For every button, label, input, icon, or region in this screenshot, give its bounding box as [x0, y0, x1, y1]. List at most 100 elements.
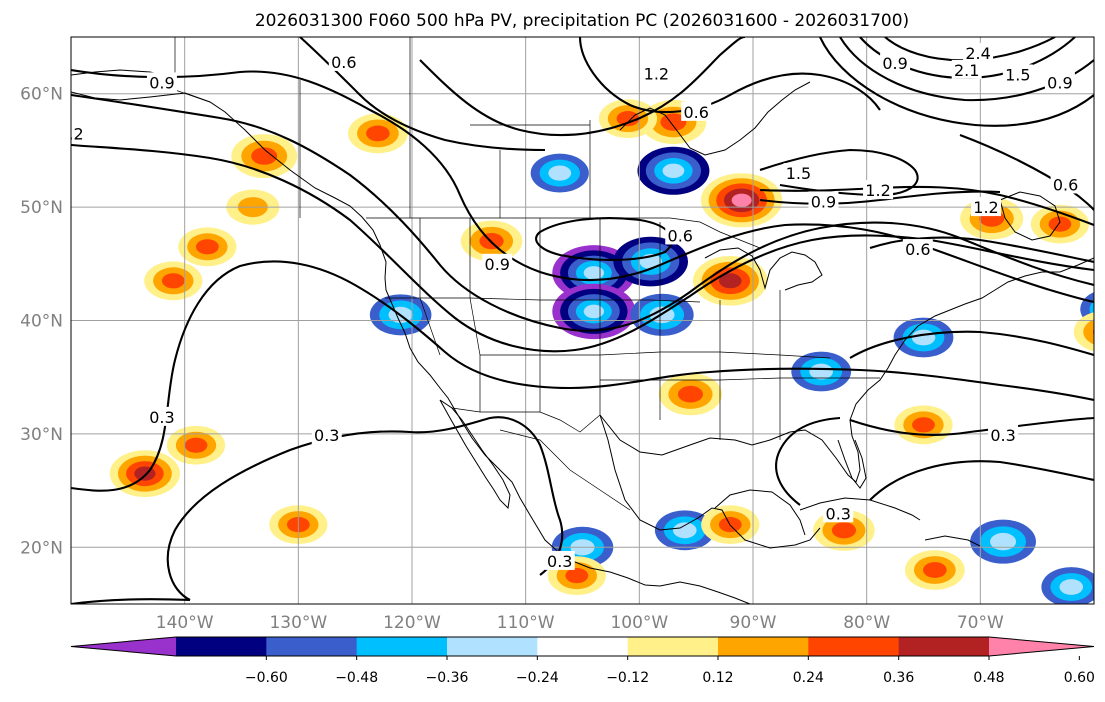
pc-cell — [731, 193, 752, 207]
pc-cell — [616, 111, 640, 127]
lon-tick-label: 110°W — [497, 613, 555, 633]
contour-label-bg — [482, 253, 513, 273]
pv-contour-0p9-ne — [819, 37, 1094, 127]
border-states-v1 — [469, 218, 481, 412]
coastline-hudson — [619, 81, 811, 156]
lat-tick-label: 30°N — [20, 425, 63, 445]
contour-label-bg — [1002, 64, 1033, 84]
contour-labels: 0.91.20.60.61.21.50.91.20.60.90.61.20.62… — [58, 42, 1081, 571]
pc-cell — [583, 266, 605, 280]
contour-label-bg — [783, 163, 814, 183]
border-mexico-states — [499, 429, 631, 511]
contour-label-bg — [328, 51, 359, 71]
colorbar-segment — [537, 637, 629, 656]
pc-cell — [911, 329, 936, 346]
coastline-greatlakes — [704, 247, 823, 291]
map-area: 0.91.20.60.61.21.50.91.20.60.90.61.20.62… — [58, 37, 1105, 604]
colorbar-tick-label: −0.48 — [335, 670, 378, 686]
lat-tick-label: 50°N — [20, 198, 63, 218]
contour-label-bg — [665, 225, 696, 245]
contour-label-bg — [951, 59, 982, 79]
pc-cell — [677, 385, 703, 403]
contour-label: 2.4 — [965, 44, 990, 63]
pc-cell — [1099, 301, 1105, 317]
contour-label: 0.3 — [314, 426, 339, 445]
pv-contours — [71, 37, 1094, 604]
contour-label: 0.3 — [826, 504, 851, 523]
colorbar-outline — [70, 636, 1095, 657]
pv-contour-1p5-lakes — [759, 148, 919, 197]
contour-label: 0.6 — [905, 240, 930, 259]
border-states-v7 — [419, 218, 441, 356]
contour-label: 2.1 — [954, 61, 979, 80]
colorbar-tick-label: 0.24 — [793, 670, 824, 686]
pc-cell — [673, 522, 697, 539]
contour-label: 0.3 — [990, 426, 1015, 445]
contour-label-bg — [1050, 174, 1081, 194]
contour-label: 0.6 — [668, 226, 693, 245]
pv-contour-gulf-ring — [849, 330, 1094, 359]
pc-cell — [1048, 216, 1072, 232]
colorbar-extend-low — [71, 637, 176, 656]
contour-label-bg — [71, 123, 86, 143]
contour-label: 0.6 — [1053, 175, 1078, 194]
contour-label-bg — [880, 53, 911, 73]
colorbar-segment — [898, 637, 990, 656]
pc-cell — [912, 417, 935, 433]
coastline-newfoundland — [999, 191, 1061, 241]
colorbar: −0.60 −0.48 −0.36 −0.24 −0.12 0.12 0.24 0.36 0.4… — [70, 636, 1095, 686]
lon-tick-label: 70°W — [957, 613, 1004, 633]
pc-cell — [184, 437, 208, 453]
contour-label: 1.2 — [58, 124, 83, 143]
lon-tick-label: 80°W — [843, 613, 890, 633]
contour-label-bg — [988, 425, 1019, 445]
contour-label-bg — [311, 425, 342, 445]
lat-tick-label: 20°N — [20, 538, 63, 558]
colorbar-segment — [266, 637, 358, 656]
lon-tick-label: 100°W — [610, 613, 668, 633]
contour-label: 1.2 — [865, 181, 890, 200]
contour-label: 0.3 — [149, 408, 174, 427]
pc-cell — [1083, 319, 1094, 345]
colorbar-tick-label: 0.12 — [702, 670, 733, 686]
latitude-ticks: 60°N 50°N 40°N 30°N 20°N — [20, 85, 63, 559]
longitude-ticks: 140°W 130°W 120°W 110°W 100°W 90°W 80°W 70°W — [156, 613, 1004, 633]
pc-cell — [809, 363, 833, 380]
contour-label: 0.9 — [1047, 73, 1072, 92]
lat-tick-label: 60°N — [20, 85, 63, 105]
pc-cell — [583, 304, 605, 319]
pv-contour-0p9-trough — [71, 93, 1094, 332]
pc-cell — [718, 273, 742, 289]
contour-label-bg — [681, 101, 712, 121]
pc-cell — [1059, 579, 1084, 595]
pv-contour-0p6-trough — [71, 68, 1094, 304]
contour-label: 0.6 — [683, 103, 708, 122]
coastline-florida — [837, 439, 867, 489]
pc-cell — [831, 522, 857, 539]
pv-contour-0p6-hudson — [578, 37, 881, 114]
pv-contour-1p2-lakes — [759, 185, 1094, 226]
contour-label: 1.2 — [973, 198, 998, 217]
contour-label-bg — [1044, 72, 1075, 92]
contour-label-bg — [823, 503, 854, 523]
pv-contour-0p3-pacific — [71, 260, 1094, 492]
pv-contour-0p3-south — [71, 416, 564, 604]
contour-label-bg — [963, 42, 994, 62]
colorbar-segment — [808, 637, 900, 656]
pc-cell — [134, 466, 156, 481]
contour-label: 0.3 — [547, 552, 572, 571]
contour-label-bg — [641, 63, 672, 83]
map-frame — [70, 36, 1095, 605]
pv-contour-small-ring — [535, 217, 673, 261]
colorbar-segment — [627, 637, 719, 656]
pc-cell — [565, 568, 589, 584]
contour-label: 1.5 — [786, 164, 811, 183]
pc-cell — [196, 239, 219, 255]
contour-label: 0.6 — [331, 53, 356, 72]
border-us-canada — [366, 217, 761, 249]
pv-contour-0p3-atlantic — [849, 416, 1094, 501]
lon-tick-label: 120°W — [383, 613, 441, 633]
colorbar-tick-label: −0.60 — [245, 670, 288, 686]
